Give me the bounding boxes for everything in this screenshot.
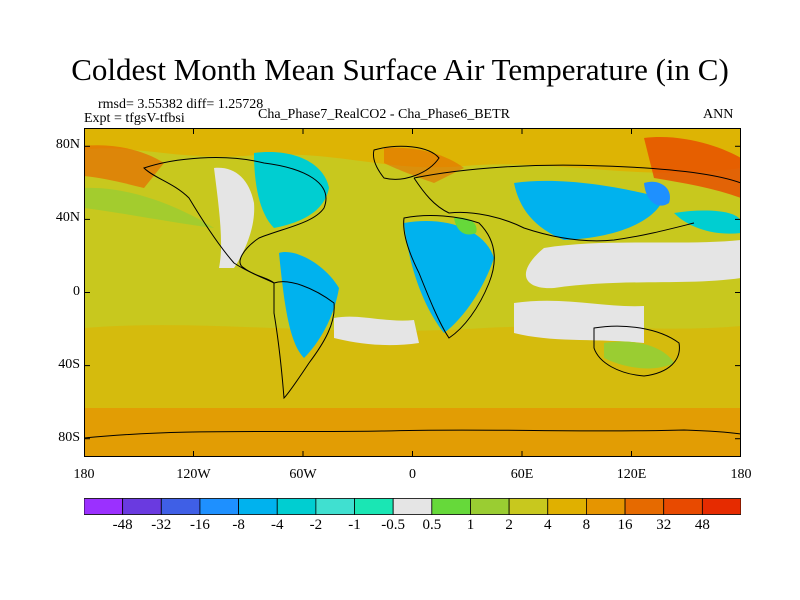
lon-tick-label: 120E (616, 467, 647, 482)
south-atlantic-grey (334, 316, 419, 346)
lat-tick-label: 0 (73, 283, 80, 299)
sahara-green (454, 217, 477, 235)
colorbar-box (547, 498, 587, 515)
colorbar-box (392, 498, 433, 515)
colorbar-box (238, 498, 278, 515)
north-america-cool (254, 152, 329, 228)
indian-ocean-grey (514, 300, 644, 343)
coastlines (84, 145, 741, 439)
colorbar-label: 16 (617, 517, 633, 533)
colorbar-label: 8 (582, 517, 591, 533)
east-asia-cold-spot (644, 181, 670, 206)
greenland-warm-patch (384, 147, 464, 183)
lon-tick-label: 60W (289, 467, 317, 482)
colorbar-label: -32 (151, 517, 172, 533)
antarctic-band (84, 408, 741, 457)
southern-ocean-band (84, 325, 741, 408)
colorbar-box (354, 498, 394, 515)
colorbar-box (199, 498, 239, 515)
colorbar-box (470, 498, 510, 515)
west-pacific-cool (674, 210, 741, 234)
lon-tick-label: 180 (73, 467, 95, 482)
lat-tick-label: 40N (55, 210, 80, 226)
colorbar-box (122, 498, 162, 515)
north-pacific-green (84, 187, 214, 228)
colorbar-box (276, 498, 317, 515)
lon-tick-label: 0 (409, 467, 416, 482)
alaska-warm-patch (84, 145, 164, 188)
pacific-equatorial-grey (525, 240, 741, 289)
temperature-map (84, 128, 741, 457)
australia-green (604, 341, 674, 369)
map-title: Coldest Month Mean Surface Air Temperatu… (71, 52, 729, 87)
colorbar-label: 2 (505, 517, 513, 533)
colorbar-box (586, 498, 626, 515)
colorbar-label: -1 (348, 517, 361, 533)
comparison-label: Cha_Phase7_RealCO2 - Cha_Phase6_BETR (258, 107, 510, 122)
colorbar-label: 4 (544, 517, 552, 533)
rmsd-diff-text: rmsd= 3.55382 diff= 1.25728 (98, 97, 264, 112)
colorbar-box (508, 498, 549, 515)
south-america-cool (279, 252, 339, 358)
colorbar-box (624, 498, 665, 515)
lat-tick-label: 80N (55, 137, 80, 153)
colorbar-box (160, 498, 201, 515)
lat-tick-label: 40S (58, 356, 80, 372)
colorbar-label: 1 (466, 517, 475, 533)
colorbar-label: -48 (112, 517, 133, 533)
colorbar (84, 498, 741, 515)
colorbar-box (701, 498, 741, 515)
colorbar-label: -2 (309, 517, 323, 533)
colorbar-box (84, 498, 124, 515)
colorbar-label: 32 (656, 517, 672, 533)
colorbar-label: -4 (270, 517, 284, 533)
season-label: ANN (703, 107, 734, 122)
colorbar-box (663, 498, 703, 515)
lon-tick-label: 120W (176, 467, 211, 482)
experiment-label: Expt = tfgsV-tfbsi (84, 111, 185, 126)
siberia-warm-patch (644, 137, 741, 198)
colorbar-label: -8 (232, 517, 245, 533)
asia-cool (514, 180, 664, 240)
lon-tick-label: 180 (730, 467, 752, 482)
north-pacific-grey (214, 167, 255, 268)
colorbar-label: -0.5 (381, 517, 406, 533)
lon-tick-label: 60E (510, 467, 534, 482)
colorbar-box (431, 498, 471, 515)
colorbar-box (315, 498, 355, 515)
colorbar-label: 0.5 (422, 517, 442, 533)
colorbar-label: 48 (694, 517, 710, 533)
colorbar-label: -16 (189, 517, 210, 533)
lat-tick-label: 80S (58, 429, 80, 445)
africa-cool (404, 221, 494, 333)
